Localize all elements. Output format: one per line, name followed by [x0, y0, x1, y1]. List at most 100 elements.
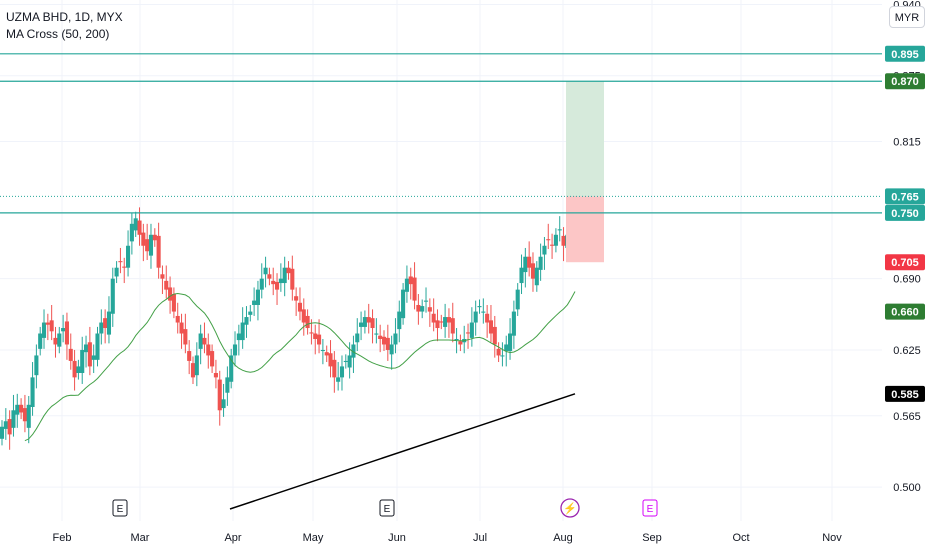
candle-body	[465, 332, 471, 334]
candle-body	[423, 300, 429, 302]
candle-body	[301, 309, 306, 323]
x-tick-label: Oct	[732, 532, 749, 544]
candle-body	[225, 377, 230, 393]
candle-body	[393, 333, 398, 345]
candle-body	[347, 355, 352, 368]
x-tick-label: May	[303, 532, 324, 544]
candle-body	[362, 317, 367, 327]
candle-body	[508, 333, 513, 352]
price-label-box	[885, 385, 925, 402]
candle-body	[252, 300, 257, 305]
chart-legend: UZMA BHD, 1D, MYX MA Cross (50, 200)	[6, 9, 123, 43]
candle-body	[343, 360, 348, 363]
candle-body	[328, 353, 333, 367]
candle-body	[122, 266, 127, 268]
x-tick-label: Sep	[642, 532, 662, 544]
candle-body	[500, 355, 505, 357]
candle-body	[431, 313, 436, 323]
earnings-marker-label: E	[647, 504, 654, 515]
candle-body	[160, 274, 165, 279]
candle-body	[397, 311, 402, 330]
price-label-box	[885, 303, 925, 320]
candle-body	[145, 239, 150, 252]
price-label: 0.585	[891, 389, 919, 401]
candle-body	[527, 256, 532, 268]
candle-body	[240, 322, 245, 341]
candle-body	[64, 321, 69, 345]
x-tick-label: Feb	[53, 532, 72, 544]
candle-body	[370, 318, 375, 329]
earnings-marker	[642, 499, 658, 517]
candle-body	[76, 366, 81, 373]
x-tick-label: Aug	[553, 532, 573, 544]
candle-body	[236, 333, 241, 341]
candle-body	[168, 287, 173, 301]
candle-body	[511, 311, 516, 336]
candle-body	[389, 344, 394, 355]
candle-body	[351, 344, 356, 358]
candle-body	[19, 404, 24, 413]
candle-body	[339, 366, 345, 378]
candle-body	[187, 351, 192, 361]
candle-body	[99, 322, 104, 334]
candle-body	[244, 317, 249, 325]
candle-body	[385, 337, 390, 350]
price-label: 0.765	[891, 191, 919, 203]
x-tick-label: Apr	[224, 532, 241, 544]
candle-body	[30, 377, 35, 407]
candle-body	[504, 344, 509, 352]
candle-body	[416, 304, 421, 312]
candle-body	[336, 377, 341, 382]
candle-body	[34, 355, 39, 376]
candle-body	[194, 355, 199, 376]
candle-body	[171, 294, 176, 312]
earnings-marker-label: E	[384, 504, 391, 515]
candle-body	[297, 302, 303, 312]
candle-body	[458, 341, 463, 345]
candle-body	[80, 349, 85, 373]
candle-body	[198, 333, 203, 349]
candle-body	[561, 235, 566, 246]
candle-body	[523, 256, 528, 273]
candle-body	[359, 322, 364, 327]
candle-body	[443, 317, 448, 327]
candle-body	[133, 218, 138, 231]
currency-button[interactable]: MYR	[889, 6, 925, 28]
candle-body	[408, 276, 413, 285]
candle-body	[488, 320, 494, 334]
symbol-title[interactable]: UZMA BHD, 1D, MYX	[6, 10, 123, 24]
candle-body	[450, 318, 455, 334]
indicator-title[interactable]: MA Cross (50, 200)	[6, 27, 110, 41]
candle-body	[126, 245, 131, 268]
y-tick-label: 0.690	[893, 274, 921, 286]
stop-zone	[566, 196, 604, 263]
candle-body	[72, 360, 77, 378]
price-label-box	[885, 188, 925, 205]
candle-body	[446, 317, 451, 323]
candle-body	[439, 321, 444, 323]
candle-body	[217, 379, 222, 411]
candle-body	[324, 352, 329, 356]
candle-body	[206, 344, 211, 356]
candle-body	[179, 322, 184, 334]
x-tick-label: Nov	[822, 532, 842, 544]
y-tick-label: 0.565	[893, 411, 921, 423]
candle-body	[401, 289, 406, 319]
candle-body	[290, 268, 295, 290]
candle-body	[374, 333, 379, 335]
candle-body	[381, 336, 387, 345]
candle-body	[542, 245, 547, 255]
candle-body	[259, 278, 264, 290]
earnings-marker-label: E	[117, 504, 124, 515]
candle-body	[175, 315, 180, 323]
candle-body	[305, 315, 310, 329]
candle-body	[355, 333, 360, 343]
candle-body	[213, 372, 218, 378]
price-label: 0.895	[891, 49, 919, 61]
candle-body	[190, 363, 196, 378]
x-tick-label: Jul	[473, 532, 487, 544]
y-tick-label: 0.625	[893, 345, 921, 357]
price-label: 0.750	[891, 208, 919, 220]
